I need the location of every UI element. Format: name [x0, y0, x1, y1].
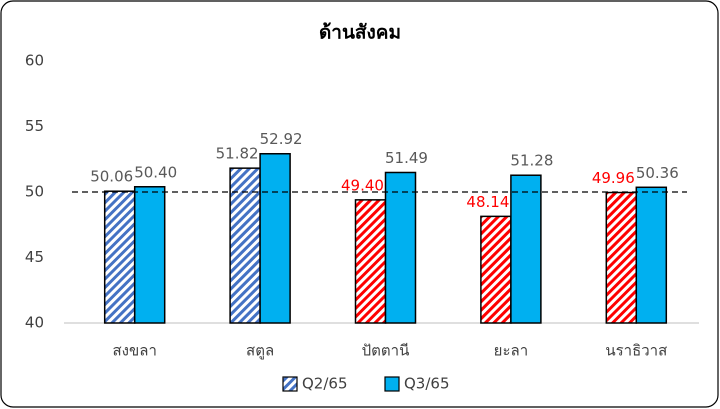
- data-label: 52.92: [260, 130, 303, 148]
- data-label: 51.28: [510, 152, 553, 170]
- data-label: 50.36: [636, 164, 679, 182]
- data-label: 50.06: [90, 168, 133, 186]
- data-label: 48.14: [466, 193, 509, 211]
- bar: [259, 152, 291, 324]
- data-label: 51.82: [216, 145, 259, 163]
- legend-swatch: [282, 376, 298, 392]
- y-tick-label: 55: [25, 117, 44, 135]
- bar: [229, 167, 261, 324]
- x-tick-label: สงขลา: [113, 342, 157, 360]
- data-label: 49.40: [341, 176, 384, 194]
- bar: [133, 186, 166, 324]
- chart-title: ด้านสังคม: [319, 22, 401, 44]
- y-tick-label: 40: [25, 314, 44, 332]
- x-tick-label: นราธิวาส: [605, 342, 667, 360]
- legend-label: Q3/65: [404, 375, 450, 393]
- bar: [510, 174, 542, 324]
- bar: [354, 199, 387, 324]
- y-tick-label: 50: [25, 183, 44, 201]
- x-tick-label: ยะลา: [494, 342, 528, 360]
- bar: [635, 186, 668, 324]
- y-tick-label: 45: [25, 248, 44, 266]
- data-label: 51.49: [385, 149, 428, 167]
- legend-label: Q2/65: [302, 375, 348, 393]
- bar: [480, 215, 512, 324]
- bar: [103, 190, 136, 324]
- x-tick-label: ปัตตานี: [362, 342, 410, 360]
- y-tick-label: 60: [25, 52, 44, 70]
- x-tick-label: สตูล: [246, 342, 274, 360]
- bar: [384, 171, 417, 324]
- bar: [605, 191, 638, 324]
- legend-swatch: [384, 376, 400, 392]
- data-label: 50.40: [134, 163, 177, 181]
- data-label: 49.96: [592, 169, 635, 187]
